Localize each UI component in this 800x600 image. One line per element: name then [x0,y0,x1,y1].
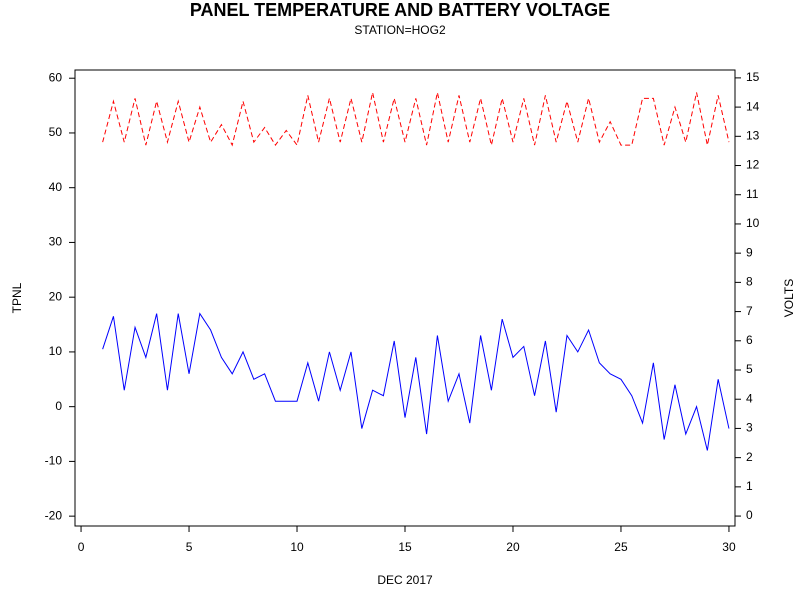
y-tick-label: 20 [49,289,63,303]
y-tick-label: -20 [45,508,63,522]
chart-subtitle: STATION=HOG2 [354,23,446,37]
y-axis-label: TPNL [10,282,24,313]
y2-tick-label: 14 [746,99,760,113]
y-tick-label: 60 [49,70,63,84]
y2-tick-label: 7 [746,304,753,318]
y-tick-label: -10 [45,454,63,468]
x-tick-label: 5 [186,540,193,554]
y-tick-label: 30 [49,235,63,249]
x-tick-label: 25 [614,540,628,554]
y2-tick-label: 9 [746,245,753,259]
y-tick-label: 50 [49,125,63,139]
y2-tick-label: 12 [746,158,760,172]
x-tick-label: 30 [722,540,736,554]
y2-tick-label: 10 [746,216,760,230]
y2-tick-label: 0 [746,508,753,522]
y2-tick-label: 3 [746,421,753,435]
x-tick-label: 20 [506,540,520,554]
y2-tick-label: 2 [746,450,753,464]
y2-tick-label: 8 [746,275,753,289]
y2-tick-label: 15 [746,70,760,84]
x-axis-label: DEC 2017 [377,573,433,587]
y2-axis-label: VOLTS [782,279,796,317]
y-tick-label: 40 [49,180,63,194]
chart-title: PANEL TEMPERATURE AND BATTERY VOLTAGE [190,0,610,20]
y2-tick-label: 1 [746,479,753,493]
y2-tick-label: 4 [746,391,753,405]
y2-tick-label: 13 [746,128,760,142]
y-tick-label: 0 [55,399,62,413]
series-line [102,312,730,451]
y2-tick-label: 11 [746,187,759,201]
plot-frame [74,69,736,527]
y2-tick-label: 6 [746,333,753,347]
y-tick-label: 10 [49,344,63,358]
y2-tick-label: 5 [746,362,753,376]
x-tick-label: 15 [398,540,412,554]
x-tick-label: 10 [290,540,304,554]
series-line [102,92,730,147]
x-tick-label: 0 [78,540,85,554]
